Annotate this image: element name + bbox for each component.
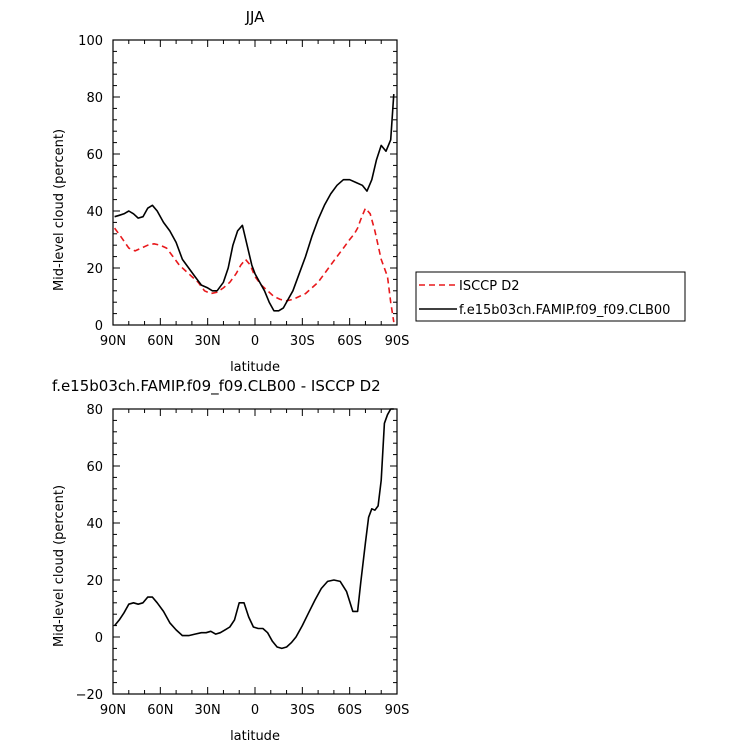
bottom-y-tick-label: 80 [86, 403, 103, 418]
top-panel: JJA latitude Mid-level cloud (percent) 9… [52, 8, 409, 375]
top-y-tick-label: 60 [86, 148, 103, 163]
legend: ISCCP D2 f.e15b03ch.FAMIP.f09_f09.CLB00 [415, 271, 686, 322]
bottom-x-tick-label: 60S [337, 703, 362, 718]
top-y-tick-label: 80 [86, 91, 103, 106]
bottom-y-tick-label: −20 [76, 688, 103, 703]
legend-box [415, 271, 686, 322]
bottom-x-tick-label: 0 [251, 703, 259, 718]
bottom-y-tick-label: 60 [86, 460, 103, 475]
top-x-tick-label: 30S [290, 334, 315, 349]
bottom-y-tick-label: 40 [86, 517, 103, 532]
bottom-series-line-0 [113, 408, 394, 650]
bottom-x-tick-label: 60N [147, 703, 173, 718]
top-y-tick-label: 100 [78, 34, 103, 49]
top-x-axis-label: latitude [230, 360, 280, 375]
top-chart-title: JJA [245, 8, 266, 26]
bottom-panel: f.e15b03ch.FAMIP.f09_f09.CLB00 - ISCCP D… [52, 377, 409, 744]
top-x-tick-label: 60N [147, 334, 173, 349]
bottom-y-tick-label: 0 [95, 631, 103, 646]
top-x-tick-label: 90S [385, 334, 410, 349]
bottom-x-tick-label: 30N [195, 703, 221, 718]
top-y-tick-label: 0 [95, 319, 103, 334]
bottom-chart-title: f.e15b03ch.FAMIP.f09_f09.CLB00 - ISCCP D… [52, 377, 381, 396]
top-y-axis-label: Mid-level cloud (percent) [52, 129, 67, 291]
top-plot-frame [112, 39, 398, 326]
bottom-y-tick-label: 20 [86, 574, 103, 589]
top-x-tick-label: 60S [337, 334, 362, 349]
bottom-tick-labels: 90N 60N 30N 0 30S 60S 90S −20 0 20 40 60 80 [76, 403, 410, 718]
bottom-plot-frame [112, 408, 398, 695]
top-x-tick-label: 0 [251, 334, 259, 349]
bottom-series [113, 408, 394, 650]
top-x-tick-label: 90N [100, 334, 126, 349]
top-x-tick-label: 30N [195, 334, 221, 349]
top-series-line-0 [113, 207, 395, 323]
bottom-x-tick-label: 90S [385, 703, 410, 718]
bottom-x-tick-label: 90N [100, 703, 126, 718]
bottom-ticks [112, 408, 398, 695]
legend-label-isccp: ISCCP D2 [459, 279, 520, 294]
top-series [113, 94, 395, 323]
bottom-y-axis-label: Mid-level cloud (percent) [52, 485, 67, 647]
top-series-line-1 [114, 94, 395, 312]
top-y-tick-label: 20 [86, 262, 103, 277]
bottom-x-axis-label: latitude [230, 729, 280, 744]
legend-label-model: f.e15b03ch.FAMIP.f09_f09.CLB00 [459, 303, 670, 318]
top-y-tick-label: 40 [86, 205, 103, 220]
top-tick-labels: 90N 60N 30N 0 30S 60S 90S 0 20 40 60 80 100 [78, 34, 409, 349]
bottom-x-tick-label: 30S [290, 703, 315, 718]
